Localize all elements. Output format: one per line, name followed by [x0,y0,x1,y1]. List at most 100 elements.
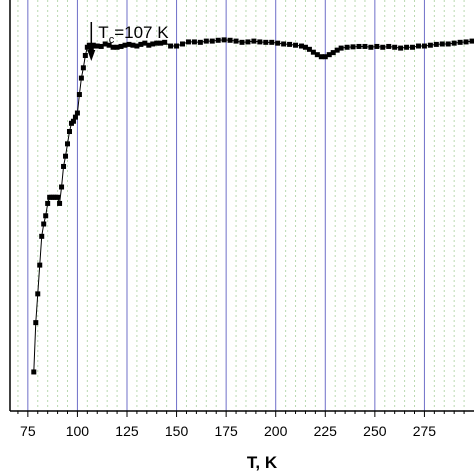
data-point [37,262,43,268]
data-point [368,44,374,50]
data-point [451,40,457,46]
data-point [215,37,221,43]
data-point [227,37,233,43]
data-point [150,41,156,47]
data-points [31,37,474,375]
data-point [122,42,128,48]
data-point [118,43,124,49]
data-point [314,52,320,58]
data-point [306,46,312,52]
data-point [57,200,63,206]
data-point [59,184,65,190]
data-point [41,221,47,227]
data-point [298,43,304,49]
data-point [410,44,416,50]
data-point [61,163,67,169]
data-point [356,43,362,49]
data-point [257,39,263,45]
data-point [106,42,112,48]
data-point [350,44,356,50]
data-point [344,44,350,50]
data-point [439,41,445,47]
x-tick-label: 200 [264,423,288,439]
series-line [33,39,473,372]
data-point [233,38,239,44]
data-point [203,38,209,44]
data-point [445,41,451,47]
data-point [102,41,108,47]
data-point [126,41,132,47]
annotation-label: Tc=107 K [98,23,169,46]
x-tick-label: 150 [165,423,189,439]
data-point [239,39,245,45]
data-point [330,50,336,56]
data-point [82,52,88,58]
data-point [415,43,421,49]
data-point [98,43,104,49]
data-point [86,42,92,48]
data-point [293,42,299,48]
data-point [318,54,324,60]
data-point [80,65,86,71]
data-point [31,369,37,375]
data-point [251,38,257,44]
data-point [427,42,433,48]
data-point [78,75,84,81]
data-point [398,45,404,51]
x-tick-labels: 75 100 125 150 175 200 225 250 275 [20,423,436,439]
data-point [392,44,398,50]
data-point [35,291,41,297]
data-point [374,43,380,49]
data-point [275,40,281,46]
data-point [154,40,160,46]
data-point [362,43,368,49]
data-point [433,41,439,47]
x-tick-label: 250 [363,423,387,439]
data-point [386,43,392,49]
data-point [76,92,82,98]
data-point [326,52,332,58]
data-point [138,41,144,47]
data-point [63,153,69,159]
data-point [33,320,39,326]
x-axis-ticks [17,411,465,417]
data-point [168,43,174,49]
data-point [457,39,463,45]
data-point [134,43,140,49]
data-point [269,39,275,45]
data-point [130,42,136,48]
data-point [162,39,168,45]
x-axis-label: T, K [247,453,278,472]
data-point [380,44,386,50]
data-point [310,49,316,55]
data-point [94,43,100,49]
data-point [142,40,148,46]
data-point [281,41,287,47]
data-point [421,43,427,49]
data-point [185,39,191,45]
x-tick-label: 275 [413,423,437,439]
data-point [463,39,469,45]
annotation-arrow-head [87,50,96,61]
x-tick-label: 125 [115,423,139,439]
data-point [72,114,78,120]
data-point [66,129,72,135]
data-point [191,39,197,45]
data-point [174,43,180,49]
data-point [334,47,340,53]
data-point [404,44,410,50]
data-point [45,200,51,206]
data-point [322,54,328,60]
data-point [287,41,293,47]
data-point [221,37,227,43]
data-point [74,110,80,116]
x-tick-label: 75 [20,423,36,439]
data-point [70,118,76,124]
data-point [158,40,164,46]
data-point [302,44,308,50]
data-point [469,38,474,44]
major-gridlines [27,0,425,411]
data-point [39,233,45,239]
data-point [114,44,120,50]
